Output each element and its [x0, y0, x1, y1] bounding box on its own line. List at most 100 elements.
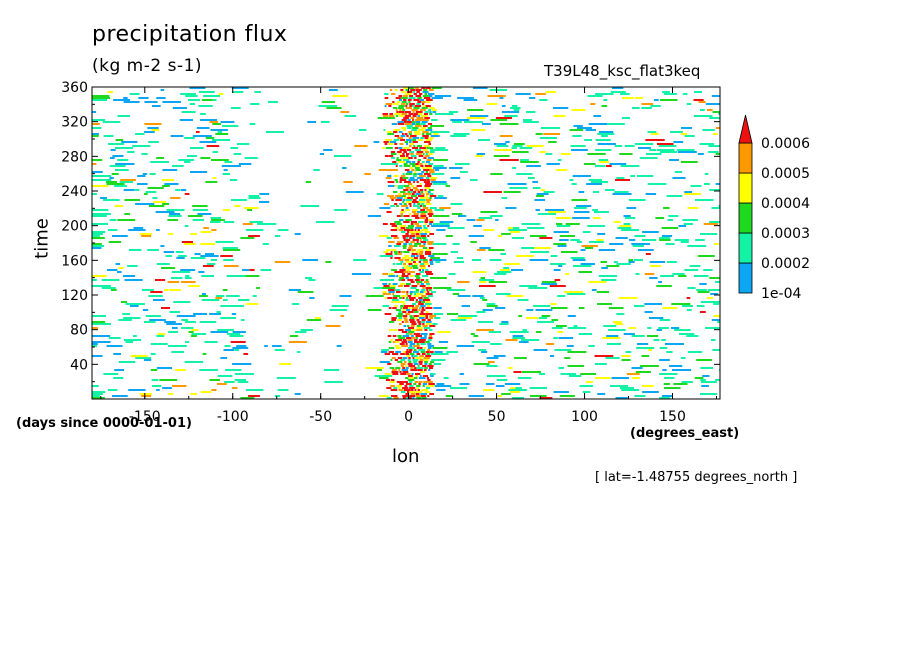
heatmap-cell [152, 197, 158, 199]
heatmap-cell [555, 217, 572, 219]
heatmap-cell [429, 207, 437, 209]
heatmap-cell [421, 101, 426, 103]
heatmap-cell [417, 97, 422, 99]
heatmap-cell [190, 233, 197, 235]
heatmap-cell [190, 147, 204, 149]
heatmap-cell [425, 139, 433, 141]
heatmap-cell [693, 99, 704, 101]
heatmap-cell [209, 313, 221, 315]
heatmap-cell [700, 367, 713, 369]
heatmap-cell [416, 343, 420, 345]
heatmap-cell [571, 149, 588, 151]
heatmap-cell [198, 105, 213, 107]
heatmap-cell [419, 257, 426, 259]
heatmap-cell [396, 205, 399, 207]
heatmap-cell [415, 179, 418, 181]
heatmap-cell [416, 91, 420, 93]
heatmap-cell [399, 277, 405, 279]
heatmap-cell [124, 339, 142, 341]
heatmap-cell [428, 383, 435, 385]
heatmap-cell [715, 281, 720, 283]
heatmap-cell [413, 173, 417, 175]
heatmap-cell [704, 173, 709, 175]
heatmap-cell [426, 313, 433, 315]
heatmap-cell [428, 109, 431, 111]
heatmap-cell [402, 335, 410, 337]
heatmap-cell [429, 111, 432, 113]
heatmap-cell [424, 367, 428, 369]
heatmap-cell [150, 353, 156, 355]
heatmap-cell [541, 315, 551, 317]
heatmap-cell [573, 325, 578, 327]
heatmap-cell [430, 135, 440, 137]
heatmap-cell [199, 321, 217, 323]
heatmap-cell [308, 279, 316, 281]
heatmap-cell [245, 229, 264, 231]
heatmap-cell [395, 347, 402, 349]
heatmap-cell [396, 381, 404, 383]
heatmap-cell [119, 181, 133, 183]
heatmap-cell [382, 147, 385, 149]
heatmap-cell [184, 277, 192, 279]
heatmap-cell [197, 213, 212, 215]
heatmap-cell [396, 159, 402, 161]
heatmap-cell [470, 333, 475, 335]
heatmap-cell [151, 129, 160, 131]
heatmap-cell [420, 241, 427, 243]
heatmap-cell [384, 97, 389, 99]
heatmap-cell [414, 87, 419, 89]
heatmap-cell [413, 315, 419, 317]
heatmap-cell [415, 111, 423, 113]
heatmap-cell [496, 145, 509, 147]
heatmap-cell [416, 255, 419, 257]
heatmap-cell [427, 123, 432, 125]
heatmap-cell [512, 397, 524, 399]
heatmap-cell [434, 209, 445, 211]
heatmap-cell [638, 249, 654, 251]
heatmap-cell [383, 251, 389, 253]
heatmap-cell [578, 271, 593, 273]
x-tick-label: 0 [404, 409, 413, 425]
heatmap-cell [635, 273, 640, 275]
heatmap-cell [715, 379, 720, 381]
heatmap-cell [380, 351, 388, 353]
heatmap-cell [397, 185, 404, 187]
heatmap-cell [162, 101, 181, 103]
heatmap-cell [523, 119, 533, 121]
heatmap-cell [102, 121, 121, 123]
heatmap-cell [404, 267, 411, 269]
heatmap-cell [400, 365, 404, 367]
heatmap-cell [427, 305, 431, 307]
heatmap-cell [422, 207, 429, 209]
heatmap-cell [494, 307, 506, 309]
heatmap-cell [160, 89, 165, 91]
heatmap-cell [163, 251, 175, 253]
heatmap-cell [418, 361, 423, 363]
heatmap-cell [445, 395, 453, 397]
heatmap-cell [429, 169, 435, 171]
heatmap-cell [413, 205, 420, 207]
heatmap-cell [600, 261, 607, 263]
heatmap-cell [166, 209, 185, 211]
heatmap-cell [420, 127, 426, 129]
heatmap-cell [413, 345, 420, 347]
heatmap-cell [420, 123, 426, 125]
heatmap-cell [408, 365, 416, 367]
heatmap-cell [657, 143, 674, 145]
heatmap-cell [424, 189, 427, 191]
heatmap-cell [431, 87, 442, 89]
heatmap-cell [650, 133, 659, 135]
heatmap-cell [595, 165, 606, 167]
heatmap-cell [405, 393, 409, 395]
heatmap-cell [184, 137, 195, 139]
heatmap-cell [419, 339, 426, 341]
heatmap-cell [274, 235, 281, 237]
heatmap-cell [476, 219, 485, 221]
heatmap-cell [420, 233, 428, 235]
heatmap-cell [178, 159, 194, 161]
heatmap-cell [630, 175, 636, 177]
heatmap-cell [423, 181, 431, 183]
heatmap-cell [128, 249, 142, 251]
heatmap-cell [455, 163, 470, 165]
heatmap-cell [405, 367, 409, 369]
